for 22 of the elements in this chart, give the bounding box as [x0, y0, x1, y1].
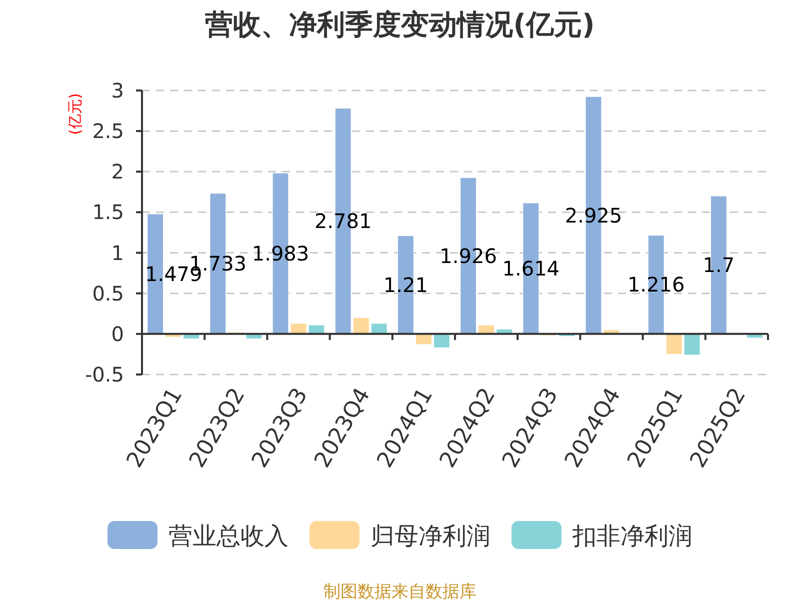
- chart-title: 营收、净利季度变动情况(亿元): [204, 8, 595, 41]
- y-axis-title: (亿元): [66, 93, 84, 135]
- data-label: 1.614: [502, 256, 560, 280]
- data-label: 2.781: [314, 209, 372, 234]
- y-tick-label: 2: [111, 160, 124, 184]
- data-label: 1.7: [702, 252, 735, 277]
- legend-label: 扣非净利润: [572, 522, 692, 550]
- text: 制图数据来自数据库: [324, 582, 476, 600]
- y-tick-label: 0.5: [92, 281, 124, 306]
- data-label: 1.926: [440, 244, 497, 268]
- y-tick-label: 2.5: [92, 119, 124, 144]
- data-label: 2.925: [564, 203, 622, 228]
- legend-label: 营业总收入: [168, 522, 288, 550]
- y-tick-label: 0: [111, 322, 124, 346]
- data-label: 1.983: [252, 241, 310, 266]
- data-label: 1.216: [627, 272, 685, 297]
- data-label: 1.21: [383, 272, 428, 297]
- y-tick-label: 1.5: [92, 200, 124, 224]
- y-tick-label: -0.5: [84, 362, 124, 386]
- y-tick-label: 3: [111, 78, 124, 102]
- y-tick-label: 1: [111, 240, 124, 265]
- legend-label: 归母净利润: [370, 522, 490, 550]
